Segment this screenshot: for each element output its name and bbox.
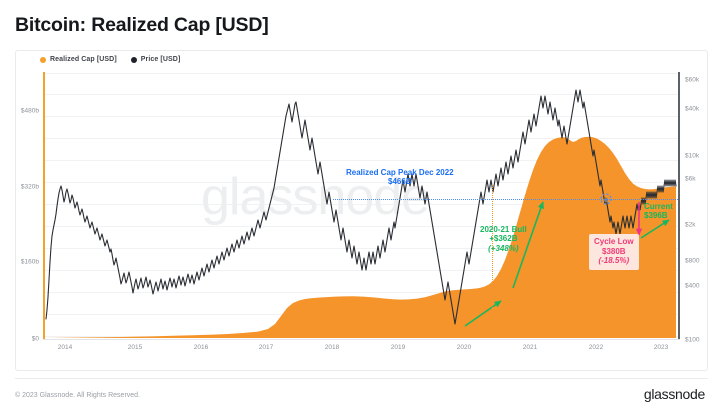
chart-series-svg xyxy=(45,89,677,338)
annotation-line: $396B xyxy=(644,211,668,221)
price-line xyxy=(45,89,677,325)
y-tick-left: $0 xyxy=(31,335,39,343)
plot-area[interactable]: glassnode xyxy=(43,72,678,339)
chart-card: Realized Cap [USD] Price [USD] gl xyxy=(15,50,708,371)
x-tick: 2017 xyxy=(258,344,274,351)
y-tick-left: $320b xyxy=(20,183,39,191)
annotation-line: +$362B xyxy=(489,234,518,244)
x-tick: 2023 xyxy=(653,344,669,351)
footer-divider xyxy=(15,378,708,379)
arrow-bull-run xyxy=(512,201,544,289)
annotation-march-2020: March 2020 $104B xyxy=(405,313,449,332)
x-tick: 2016 xyxy=(193,344,209,351)
y-axis-left: $0 $160b $320b $480b xyxy=(21,72,45,343)
legend-label: Price [USD] xyxy=(140,56,181,63)
x-tick: 2014 xyxy=(57,344,73,351)
annotation-realized-cap-peak: Realized Cap Peak Dec 2022 $466B xyxy=(346,168,454,187)
y-tick-right: $800 xyxy=(685,257,700,265)
x-tick: 2018 xyxy=(324,344,340,351)
x-tick: 2015 xyxy=(127,344,143,351)
y-tick-right: $60k xyxy=(685,76,700,84)
x-axis xyxy=(43,339,680,340)
annotation-line: $466B xyxy=(388,177,412,187)
glassnode-logo: glassnode xyxy=(643,386,705,402)
annotation-line: $104B xyxy=(415,322,439,332)
annotation-line: (+348%) xyxy=(488,243,519,253)
y-tick-right: $10k xyxy=(685,152,700,160)
y-tick-right: $6k xyxy=(685,175,696,183)
x-tick: 2021 xyxy=(522,344,538,351)
legend-item-realized-cap[interactable]: Realized Cap [USD] xyxy=(40,56,117,63)
arrow-march-2020 xyxy=(464,300,502,327)
chart-legend: Realized Cap [USD] Price [USD] xyxy=(40,56,180,63)
page-title: Bitcoin: Realized Cap [USD] xyxy=(15,14,269,36)
y-tick-left: $480b xyxy=(20,107,39,115)
legend-dot-icon xyxy=(40,56,46,63)
march-2020-reference-line xyxy=(492,185,493,339)
y-tick-right: $400 xyxy=(685,282,700,290)
y-axis-right: $60k $40k $10k $6k $2k $800 $400 $100 xyxy=(678,72,699,344)
arrow-current xyxy=(640,219,670,239)
x-tick: 2020 xyxy=(456,344,472,351)
annotation-line: Realized Cap Peak Dec 2022 xyxy=(346,168,454,177)
y-tick-left: $160b xyxy=(20,258,39,266)
x-tick: 2022 xyxy=(588,344,604,351)
realized-cap-area xyxy=(45,136,676,338)
annotation-line: $380B xyxy=(602,246,626,256)
legend-item-price[interactable]: Price [USD] xyxy=(130,56,181,63)
annotation-line: Current xyxy=(644,202,673,211)
annotation-line: Cycle Low xyxy=(594,237,634,246)
y-tick-right: $40k xyxy=(685,105,700,113)
annotation-current: Current $396B xyxy=(644,202,673,221)
legend-label: Realized Cap [USD] xyxy=(50,56,117,63)
y-tick-right: $100 xyxy=(685,336,700,344)
peak-reference-line xyxy=(333,199,678,200)
annotation-line: 2020-21 Bull xyxy=(480,225,527,234)
annotation-line: March 2020 xyxy=(405,313,449,322)
legend-dot-icon xyxy=(130,56,137,63)
annotation-bull-2020-21: 2020-21 Bull +$362B (+348%) xyxy=(480,225,527,253)
y-tick-right: $2k xyxy=(685,221,696,229)
annotation-line: (-18.5%) xyxy=(598,256,630,266)
annotation-cycle-low: Cycle Low $380B (-18.5%) xyxy=(589,234,639,270)
peak-marker-dot-icon xyxy=(603,197,609,203)
x-tick: 2019 xyxy=(390,344,406,351)
copyright-text: © 2023 Glassnode. All Rights Reserved. xyxy=(15,392,141,399)
